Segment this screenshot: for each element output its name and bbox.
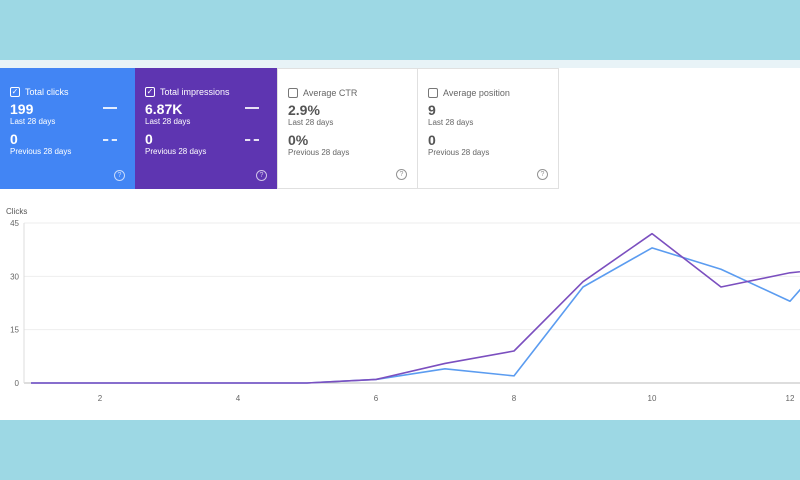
legend-solid-line [103,107,117,109]
x-tick-label: 6 [374,394,379,403]
help-icon[interactable]: ? [114,170,125,181]
metric-prev-value: 0 [428,132,436,148]
check-icon: ✓ [11,86,19,96]
metric-value: 199 [10,101,34,117]
metric-label: Average position [443,87,510,98]
metric-prev-period: Previous 28 days [428,148,490,157]
check-icon: ✓ [146,86,154,96]
y-tick-label: 30 [10,272,19,281]
series-line-total-impressions [31,232,800,384]
legend-solid-line [245,107,259,109]
help-icon[interactable]: ? [396,169,407,180]
x-tick-label: 4 [236,394,241,403]
metric-prev-period: Previous 28 days [145,147,207,156]
checkbox-total-clicks[interactable]: ✓ [10,86,20,97]
series-line-total-clicks [31,247,800,384]
metric-value: 2.9% [288,102,320,118]
metric-card-average-position[interactable]: Average position 9 Last 28 days 0 Previo… [418,68,559,189]
metric-card-average-ctr[interactable]: Average CTR 2.9% Last 28 days 0% Previou… [277,68,418,189]
y-axis-label: Clicks [6,207,28,216]
performance-chart: 0 15 30 45 2 4 6 8 10 12 [10,219,800,403]
x-tick-label: 12 [786,394,795,403]
x-tick-label: 10 [648,394,657,403]
legend-dashed-line [103,139,117,141]
metric-period: Last 28 days [145,117,191,126]
top-strip [0,60,800,68]
metric-value: 6.87K [145,101,183,117]
metric-label: Total clicks [25,86,69,97]
checkbox-average-ctr[interactable] [288,87,298,98]
y-tick-label: 45 [10,219,19,228]
help-icon[interactable]: ? [537,169,548,180]
metric-label: Total impressions [160,86,230,97]
y-tick-label: 0 [15,379,20,388]
metric-prev-period: Previous 28 days [10,147,72,156]
x-tick-label: 2 [98,394,103,403]
performance-panel: ✓ Total clicks 199 Last 28 days 0 Previou… [0,68,800,420]
metric-prev-value: 0 [145,131,153,147]
metric-label: Average CTR [303,87,358,98]
help-icon[interactable]: ? [256,170,267,181]
metric-prev-value: 0 [10,131,18,147]
metric-prev-value: 0% [288,132,309,148]
checkbox-average-position[interactable] [428,87,438,98]
y-tick-label: 15 [10,326,19,335]
checkbox-total-impressions[interactable]: ✓ [145,86,155,97]
metric-value: 9 [428,102,436,118]
metric-period: Last 28 days [288,118,334,127]
legend-dashed-line [245,139,259,141]
metric-period: Last 28 days [428,118,474,127]
metric-prev-period: Previous 28 days [288,148,350,157]
metric-card-total-impressions[interactable]: ✓ Total impressions 6.87K Last 28 days 0 … [135,68,277,189]
metric-period: Last 28 days [10,117,56,126]
x-tick-label: 8 [512,394,517,403]
metric-card-total-clicks[interactable]: ✓ Total clicks 199 Last 28 days 0 Previou… [0,68,135,189]
